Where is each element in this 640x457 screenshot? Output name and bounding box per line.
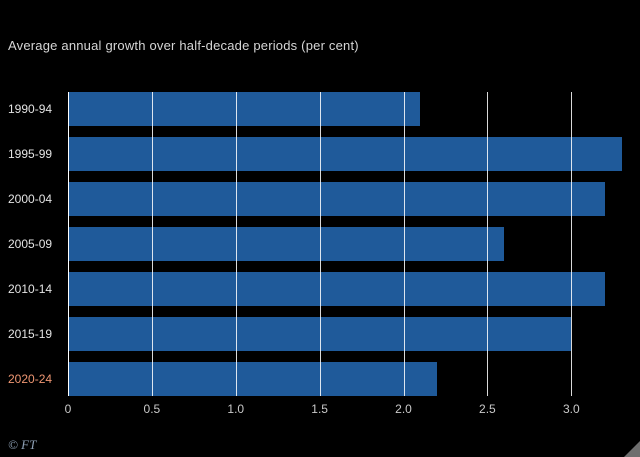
x-tick-label-0: 0 bbox=[64, 402, 72, 416]
category-label-2015-19: 2015-19 bbox=[8, 327, 53, 341]
bar-1995-99 bbox=[68, 137, 622, 171]
x-tick-label-2.0: 2.0 bbox=[395, 402, 412, 416]
x-axis-zero-line bbox=[68, 92, 69, 396]
bar-1990-94 bbox=[68, 92, 421, 126]
chart-subtitle: Average annual growth over half-decade p… bbox=[8, 38, 359, 53]
gridline-1.0 bbox=[235, 92, 237, 396]
bar-2000-04 bbox=[68, 182, 605, 216]
gridline-0.5 bbox=[151, 92, 153, 396]
bar-2010-14 bbox=[68, 272, 605, 306]
x-tick-label-0.5: 0.5 bbox=[143, 402, 161, 416]
x-tick-label-1.5: 1.5 bbox=[311, 402, 328, 416]
x-tick-label-1.0: 1.0 bbox=[227, 402, 245, 416]
category-label-1995-99: 1995-99 bbox=[8, 147, 53, 161]
x-tick-label-3.0: 3.0 bbox=[562, 402, 580, 416]
gridline-2.5 bbox=[487, 92, 489, 396]
category-label-2020-24: 2020-24 bbox=[8, 372, 53, 386]
x-tick-label-2.5: 2.5 bbox=[479, 402, 496, 416]
bar-2005-09 bbox=[68, 227, 505, 261]
category-label-2005-09: 2005-09 bbox=[8, 237, 53, 251]
ft-credit: © FT bbox=[8, 437, 37, 452]
gridline-1.5 bbox=[319, 92, 321, 396]
plot-area bbox=[68, 92, 630, 396]
gridline-2.0 bbox=[403, 92, 405, 396]
gridline-3.0 bbox=[571, 92, 573, 396]
category-label-2010-14: 2010-14 bbox=[8, 282, 53, 296]
category-label-2000-04: 2000-04 bbox=[8, 192, 53, 206]
category-label-1990-94: 1990-94 bbox=[8, 102, 53, 116]
bar-2020-24 bbox=[68, 362, 438, 396]
resize-corner-triangle-icon bbox=[624, 441, 640, 457]
